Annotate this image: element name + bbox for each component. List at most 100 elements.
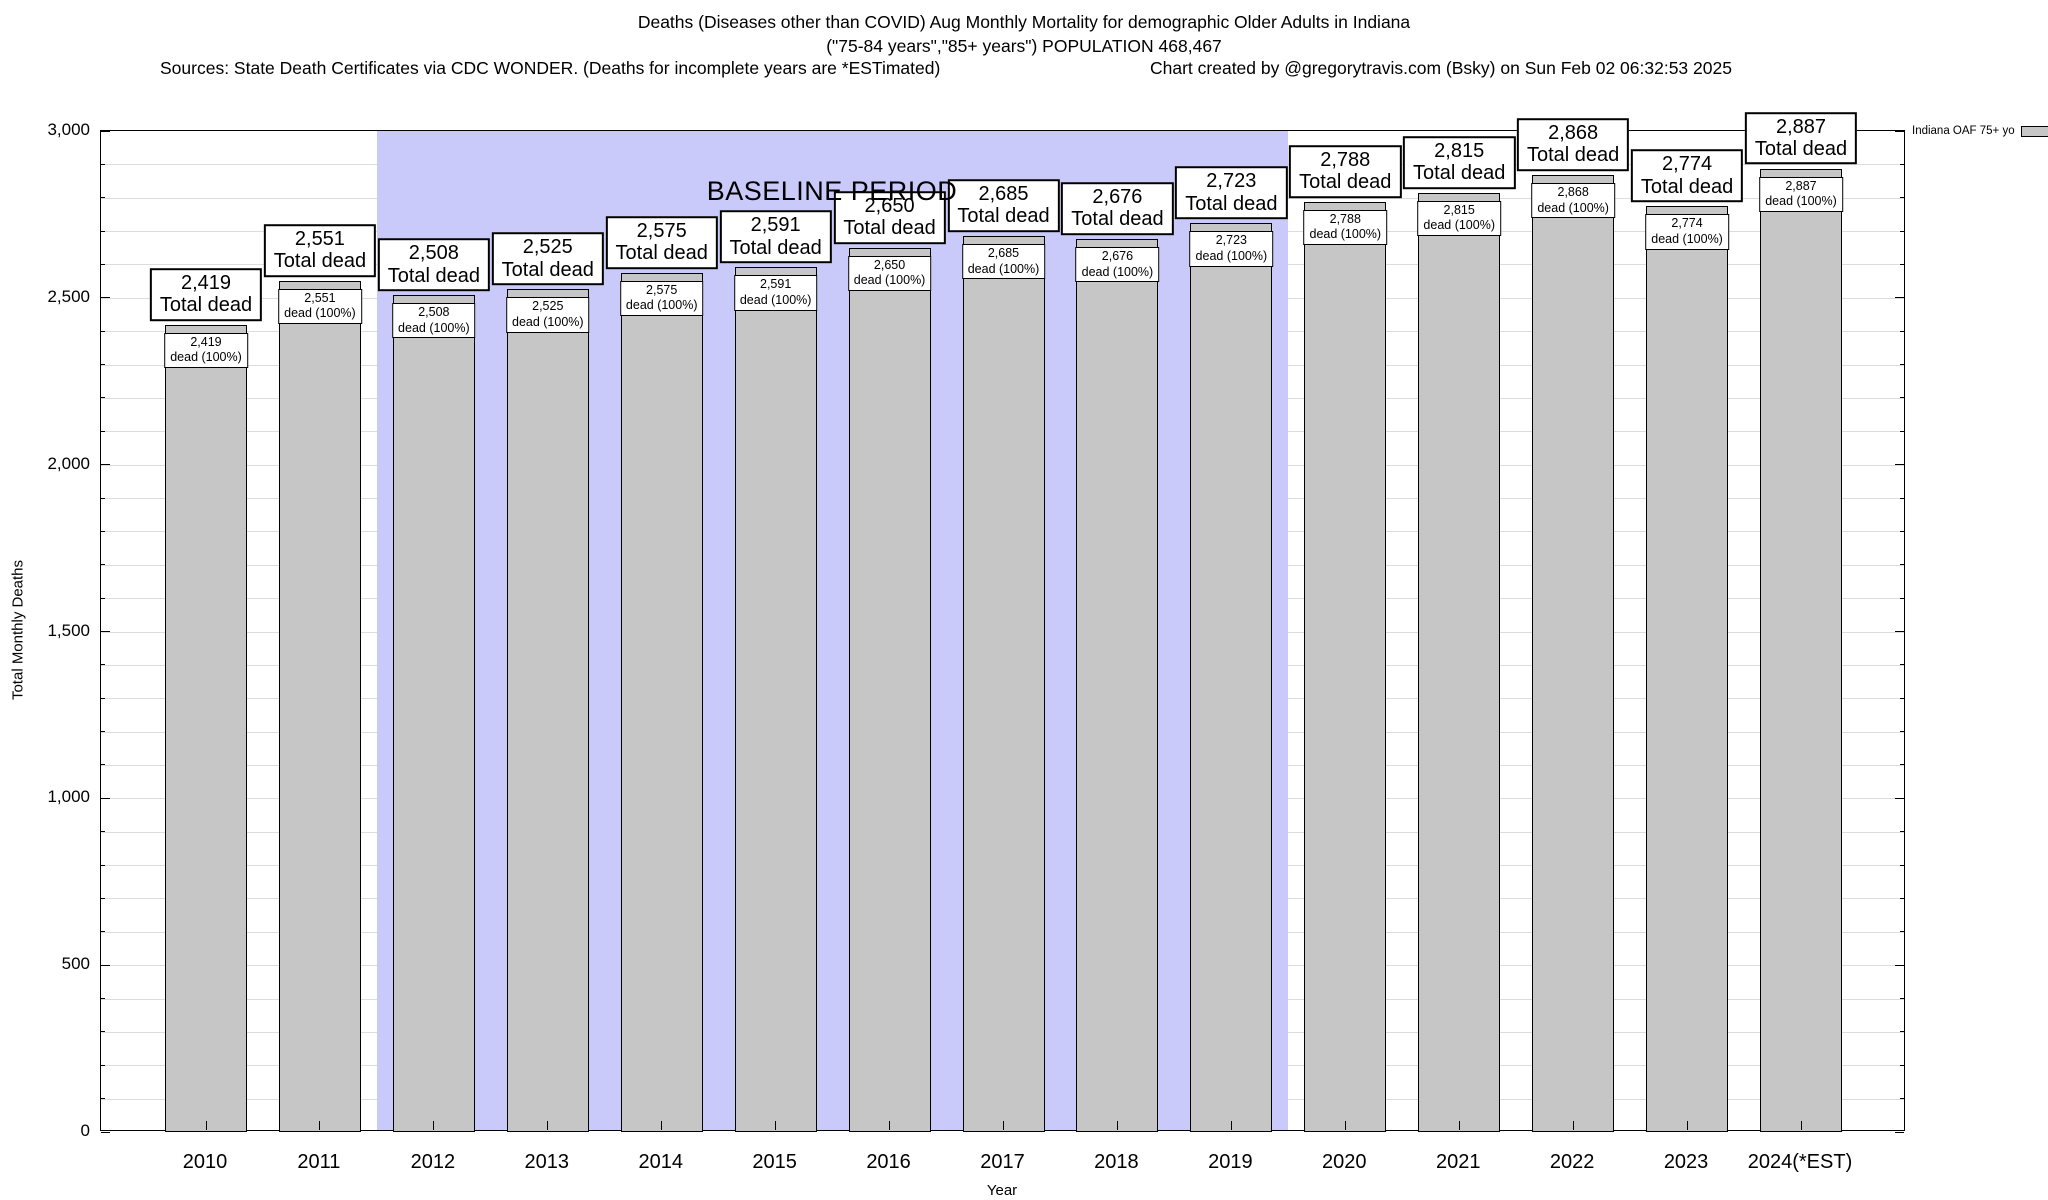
x-tick-mark <box>661 1121 663 1130</box>
y-tick-mark <box>1895 297 1904 299</box>
x-tick-mark <box>433 1121 435 1130</box>
bar-total-value: 2,723 <box>1206 170 1257 193</box>
x-tick-label: 2011 <box>297 1151 341 1173</box>
bar-total-label: 2,815 Total dead <box>1403 135 1516 189</box>
bar-inner-value: 2,551 <box>304 290 336 305</box>
baseline-period-annotation: BASELINE PERIOD <box>706 176 958 206</box>
y-tick-mark <box>1895 631 1904 632</box>
bar-inner-suffix: dead (100%) <box>739 293 812 308</box>
bar-inner-label: 2,774 dead (100%) <box>1645 214 1729 250</box>
bar <box>1760 168 1842 1132</box>
x-tick-label: 2015 <box>752 1151 797 1173</box>
bar-total-value: 2,525 <box>522 236 573 259</box>
x-tick-mark <box>889 1121 891 1130</box>
bar-inner-label: 2,868 dead (100%) <box>1531 183 1615 219</box>
y-tick-mark <box>1900 597 1904 599</box>
bar <box>506 289 589 1132</box>
y-tick-mark <box>101 831 105 833</box>
x-tick-mark <box>1800 1121 1802 1130</box>
y-tick-mark <box>1900 831 1904 833</box>
bar-total-label: 2,650 Total dead <box>833 191 946 244</box>
y-tick-mark <box>1900 397 1904 399</box>
y-tick-mark <box>101 530 105 532</box>
bar-inner-suffix: dead (100%) <box>625 298 698 313</box>
y-tick-mark <box>1900 731 1904 733</box>
bar-inner-label: 2,723 dead (100%) <box>1189 231 1274 267</box>
y-tick-mark <box>101 1031 105 1033</box>
bar-total-value: 2,419 <box>180 272 232 295</box>
bar <box>1190 223 1273 1132</box>
y-tick-mark <box>1900 1098 1904 1100</box>
y-tick-mark <box>1895 464 1904 466</box>
bar-inner-label: 2,525 dead (100%) <box>505 297 590 333</box>
x-tick-label: 2017 <box>980 1151 1025 1173</box>
bar-inner-suffix: dead (100%) <box>511 315 584 330</box>
bar <box>1418 192 1501 1132</box>
bar-total-value: 2,774 <box>1662 153 1713 176</box>
x-tick-label: 2010 <box>182 1151 228 1173</box>
bar-total-value: 2,868 <box>1548 122 1599 145</box>
bar-inner-label: 2,685 dead (100%) <box>961 244 1046 280</box>
y-tick-mark <box>1900 998 1904 1000</box>
bar-total-suffix: Total dead <box>1299 171 1392 194</box>
legend-label: Indiana OAF 75+ yo <box>1912 125 2015 137</box>
bar-total-value: 2,575 <box>636 220 687 243</box>
bar <box>1532 175 1615 1132</box>
bar-total-label: 2,508 Total dead <box>377 238 490 292</box>
bar-total-value: 2,508 <box>408 242 459 265</box>
y-tick-label: 1,000 <box>47 787 90 807</box>
bar-total-value: 2,591 <box>750 214 801 237</box>
bar-total-label: 2,575 Total dead <box>605 216 718 269</box>
bar-inner-label: 2,788 dead (100%) <box>1303 209 1388 245</box>
bar-total-suffix: Total dead <box>501 259 594 282</box>
bar-inner-suffix: dead (100%) <box>398 320 470 335</box>
x-tick-mark <box>547 1121 549 1130</box>
bar-total-label: 2,887 Total dead <box>1744 111 1858 165</box>
y-tick-mark <box>1900 430 1904 432</box>
bar-total-suffix: Total dead <box>1413 162 1506 185</box>
bar <box>848 247 931 1132</box>
y-tick-mark <box>1900 530 1904 532</box>
chart-credit-note: Chart created by @gregorytravis.com (Bsk… <box>1150 58 1732 78</box>
y-tick-label: 2,000 <box>47 453 90 473</box>
bar-inner-label: 2,508 dead (100%) <box>392 303 476 339</box>
bar-inner-suffix: dead (100%) <box>1537 200 1609 215</box>
y-tick-mark <box>101 397 105 399</box>
x-tick-mark <box>1344 1121 1346 1130</box>
y-tick-mark <box>1900 864 1904 866</box>
y-tick-mark <box>101 964 110 966</box>
x-tick-mark <box>1116 1121 1118 1130</box>
bar-inner-suffix: dead (100%) <box>1765 194 1837 209</box>
bar-total-suffix: Total dead <box>273 250 367 273</box>
bar-inner-suffix: dead (100%) <box>170 350 242 365</box>
bar <box>165 324 247 1132</box>
y-tick-mark <box>101 764 105 766</box>
bar-inner-suffix: dead (100%) <box>853 273 926 288</box>
bar-total-label: 2,868 Total dead <box>1516 118 1630 172</box>
bar-total-suffix: Total dead <box>729 237 822 260</box>
bar-inner-label: 2,419 dead (100%) <box>164 332 248 369</box>
bar-inner-label: 2,676 dead (100%) <box>1075 247 1160 283</box>
bar-inner-suffix: dead (100%) <box>1081 264 1154 279</box>
x-tick-mark <box>319 1121 321 1130</box>
y-tick-mark <box>101 797 110 799</box>
bar-inner-value: 2,650 <box>873 257 906 272</box>
y-tick-mark <box>101 197 105 199</box>
chart-sources-note: Sources: State Death Certificates via CD… <box>160 58 941 78</box>
bar-total-suffix: Total dead <box>843 217 936 240</box>
legend: Indiana OAF 75+ yo <box>1912 125 2048 137</box>
bar-total-suffix: Total dead <box>1185 193 1278 216</box>
bar-total-suffix: Total dead <box>957 205 1050 228</box>
x-tick-label: 2019 <box>1208 1151 1253 1173</box>
x-tick-mark <box>205 1121 207 1130</box>
y-tick-mark <box>1900 330 1904 332</box>
bar <box>278 280 361 1132</box>
y-tick-mark <box>101 263 105 265</box>
y-tick-mark <box>101 297 110 299</box>
bar-total-label: 2,774 Total dead <box>1630 149 1744 203</box>
y-tick-mark <box>1900 564 1904 566</box>
bar-inner-value: 2,575 <box>646 282 678 297</box>
bar-total-value: 2,650 <box>864 195 915 217</box>
bar <box>734 267 817 1132</box>
bar-inner-suffix: dead (100%) <box>284 306 356 321</box>
